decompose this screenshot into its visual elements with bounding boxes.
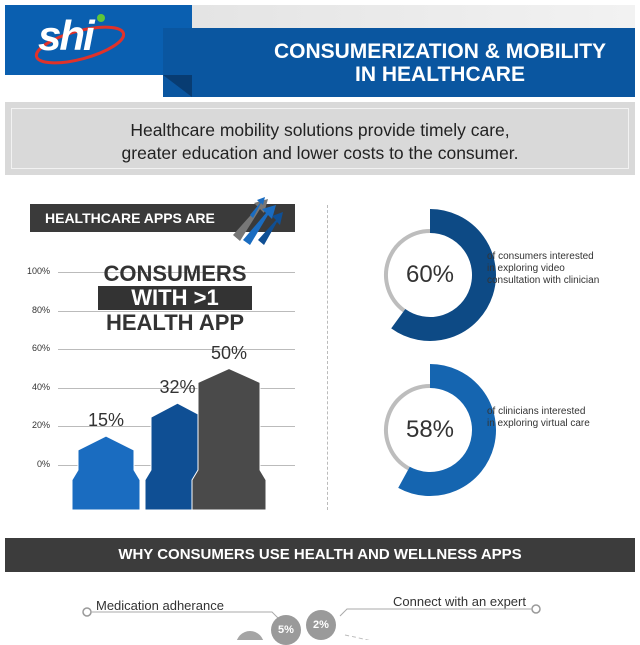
title-line-2: IN HEALTHCARE: [355, 63, 525, 86]
section-divider: [327, 205, 328, 510]
reason-medication-adherance: Medication adherance: [96, 598, 224, 613]
subtitle-box: [5, 102, 635, 175]
bar-value-label: 32%: [159, 377, 196, 398]
reason-bubble-medication: 5%: [271, 615, 301, 645]
donut-description: in exploring video: [487, 263, 565, 274]
donut-value: 58%: [405, 416, 455, 443]
subtitle-line-1: Healthcare mobility solutions provide ti…: [130, 120, 510, 140]
donut-description: of clinicians interested: [487, 406, 586, 417]
subtitle-border: [11, 108, 629, 169]
title-fold: [163, 75, 192, 97]
apps-banner-label: HEALTHCARE APPS ARE: [45, 210, 215, 226]
page-title: CONSUMERIZATION & MOBILITY IN HEALTHCARE: [240, 40, 640, 86]
bar-value-label: 15%: [87, 410, 125, 431]
title-line-1: CONSUMERIZATION & MOBILITY: [273, 40, 607, 63]
gridline: [58, 310, 295, 312]
donut-segment: [398, 364, 496, 496]
gridline: [58, 349, 295, 351]
chart-title-1: CONSUMERS: [103, 261, 247, 286]
bar-value-label: 50%: [210, 342, 248, 363]
y-tick-label: 40%: [31, 381, 50, 392]
subtitle-line-2: greater education and lower costs to the…: [121, 143, 519, 163]
logo-swoosh-icon: [34, 25, 126, 65]
y-tick-label: 20%: [31, 420, 50, 431]
title-bar: [163, 28, 635, 97]
donut-remainder: [384, 384, 431, 471]
y-tick-label: 80%: [31, 304, 50, 315]
donut-value: 60%: [405, 261, 455, 288]
y-tick-label: 60%: [31, 343, 50, 354]
why-section-title: WHY CONSUMERS USE HEALTH AND WELLNESS AP…: [118, 546, 522, 563]
donut-description: in exploring virtual care: [487, 418, 590, 429]
gridline: [58, 272, 295, 273]
logo-text: shi: [38, 12, 95, 59]
y-tick-label: 0%: [36, 459, 50, 469]
donut-description: of consumers interested: [487, 251, 594, 262]
chart-title-band: [98, 286, 252, 310]
chart-title-2: WITH >1: [131, 285, 219, 310]
donut-description: consultation with clinician: [487, 275, 600, 286]
y-tick-label: 100%: [26, 266, 50, 276]
header-band: [192, 5, 635, 28]
logo-dot-icon: [97, 14, 105, 22]
subtitle: Healthcare mobility solutions provide ti…: [5, 119, 635, 165]
donut-segment: [391, 209, 496, 341]
reason-bubble-expert: 2%: [306, 610, 336, 640]
gridline: [58, 387, 295, 389]
chart-title-3: HEALTH APP: [105, 310, 245, 335]
rising-arrows-icon: [233, 197, 283, 245]
reason-connect-expert: Connect with an expert: [393, 594, 526, 609]
why-section-bar: [5, 538, 635, 572]
donut-remainder: [384, 229, 431, 313]
